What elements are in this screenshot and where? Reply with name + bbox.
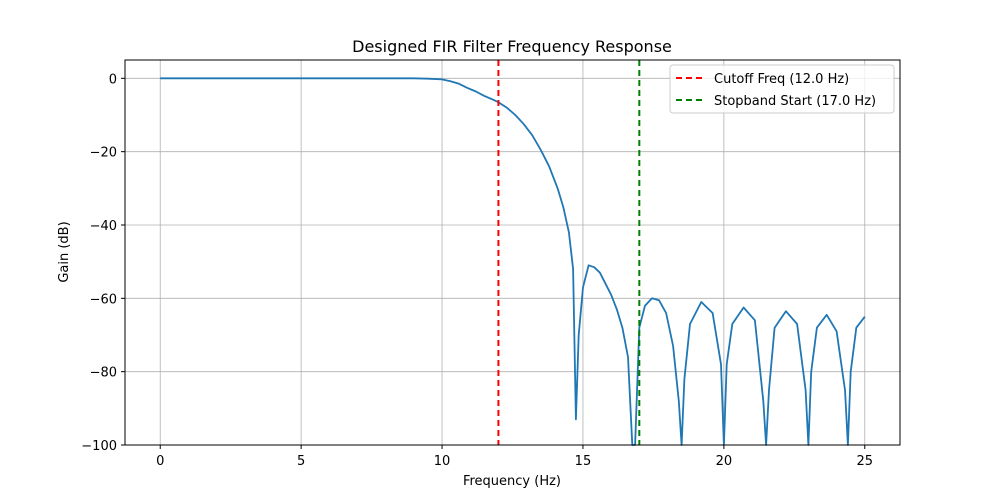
chart-title: Designed FIR Filter Frequency Response [352,37,672,56]
legend: Cutoff Freq (12.0 Hz) Stopband Start (17… [669,64,895,114]
x-tick-label: 25 [856,454,873,469]
x-tick-label: 15 [575,454,592,469]
x-tick-label: 20 [716,454,733,469]
x-axis: 0 5 10 15 20 25 [156,445,873,469]
legend-label-stopband: Stopband Start (17.0 Hz) [714,94,876,109]
x-tick-label: 10 [434,454,451,469]
x-tick-label: 0 [156,454,164,469]
y-tick-label: −40 [90,219,117,234]
grid [125,60,900,446]
y-tick-label: −100 [81,439,117,454]
x-axis-label: Frequency (Hz) [463,474,561,489]
y-tick-label: −60 [90,292,117,307]
axes-frame [124,59,901,446]
frequency-response-line [160,77,866,446]
y-tick-label: −20 [90,146,117,161]
plot-area [160,60,866,446]
y-axis: 0 −20 −40 −60 −80 −100 [81,72,125,454]
y-tick-label: 0 [109,72,117,87]
y-axis-label: Gain (dB) [57,221,72,282]
x-tick-label: 5 [297,454,305,469]
y-tick-label: −80 [90,366,117,381]
legend-box [669,64,895,114]
legend-label-cutoff: Cutoff Freq (12.0 Hz) [714,72,849,87]
